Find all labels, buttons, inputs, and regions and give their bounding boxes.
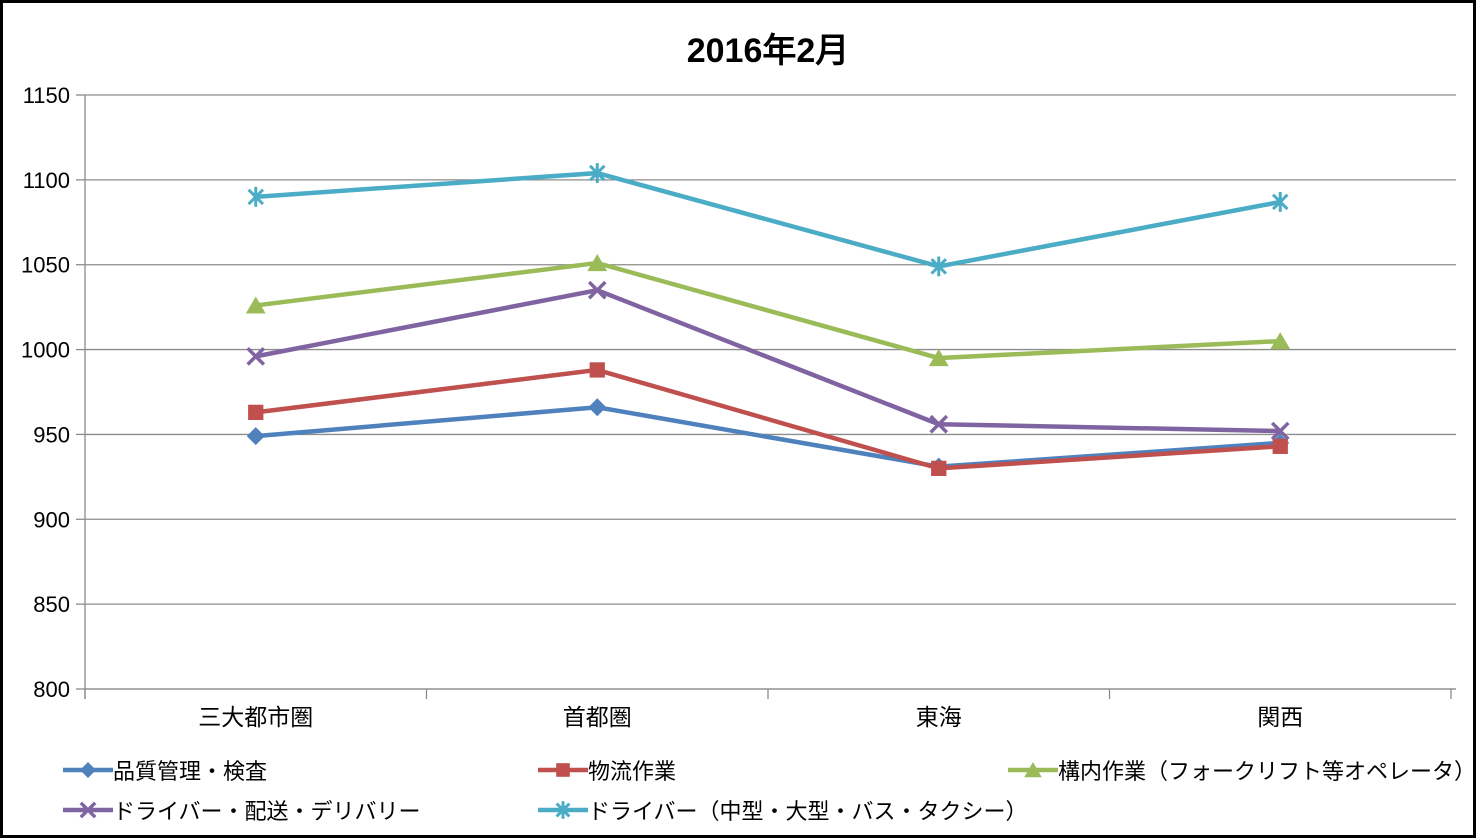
data-point-x — [587, 280, 607, 300]
series-0 — [246, 398, 1290, 476]
series-2 — [245, 254, 1291, 367]
data-point-triangle — [245, 296, 266, 314]
svg-text:900: 900 — [33, 507, 70, 532]
data-point-x — [929, 414, 949, 434]
svg-text:三大都市圏: 三大都市圏 — [198, 704, 313, 730]
y-axis-labels: 800 850 900 950 1000 1050 1100 1150 — [21, 83, 70, 702]
data-point-triangle — [928, 349, 949, 367]
svg-text:850: 850 — [33, 592, 70, 617]
svg-text:首都圏: 首都圏 — [563, 704, 632, 730]
axes — [84, 95, 1456, 699]
data-point-asterisk — [588, 163, 606, 183]
series-4 — [247, 163, 1289, 277]
data-point-x — [1270, 421, 1290, 441]
svg-text:1000: 1000 — [21, 338, 70, 363]
svg-text:800: 800 — [33, 677, 70, 702]
data-point-asterisk — [247, 186, 265, 207]
chart-title: 2016年2月 — [686, 32, 850, 70]
gridlines — [76, 94, 1456, 690]
data-point-x — [246, 347, 266, 366]
svg-text:1050: 1050 — [21, 253, 70, 278]
plot-area: 800 850 900 950 1000 1050 1100 1150 三大都市圏 首都圏 東海 関西 — [21, 83, 1456, 730]
data-point-square — [248, 404, 264, 421]
series-3 — [246, 280, 1290, 441]
data-point-triangle — [1270, 332, 1291, 350]
svg-text:東海: 東海 — [916, 704, 962, 730]
data-point-square — [589, 362, 605, 378]
series-1 — [248, 362, 1288, 477]
x-axis-labels: 三大都市圏 首都圏 東海 関西 — [198, 704, 1303, 730]
svg-text:950: 950 — [33, 422, 70, 447]
svg-text:1100: 1100 — [23, 168, 70, 193]
svg-text:1150: 1150 — [23, 83, 70, 108]
data-point-diamond — [246, 427, 265, 446]
data-point-asterisk — [1271, 192, 1289, 212]
svg-text:関西: 関西 — [1257, 704, 1303, 730]
data-point-diamond — [588, 398, 607, 417]
data-point-square — [931, 460, 947, 477]
data-point-square — [1272, 438, 1288, 454]
data-point-asterisk — [930, 256, 948, 277]
data-point-triangle — [587, 254, 608, 272]
